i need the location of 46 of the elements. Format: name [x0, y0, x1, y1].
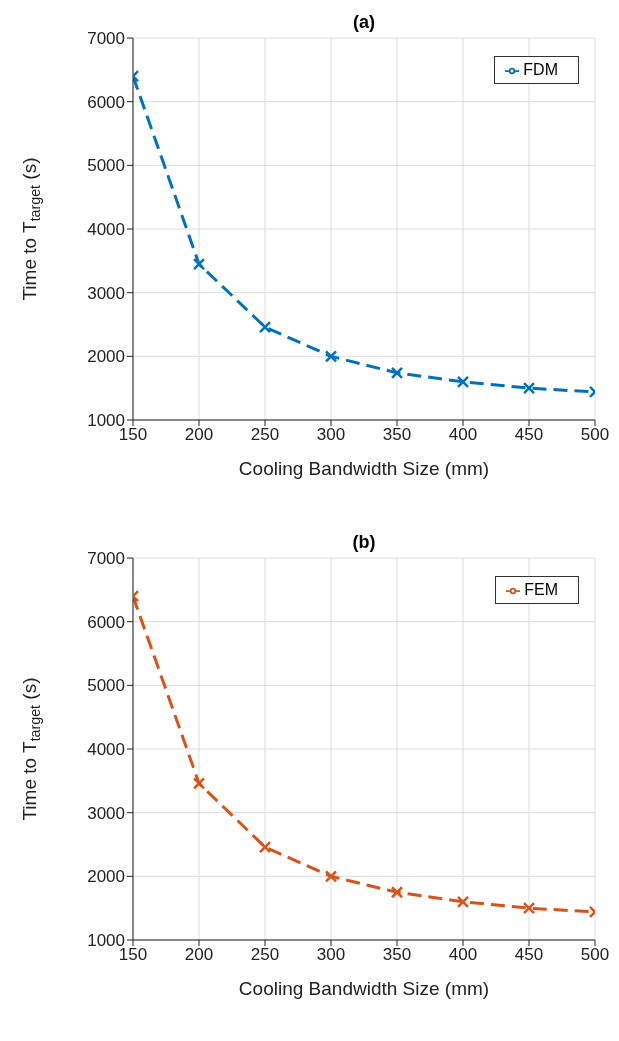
- x-tick-label: 400: [448, 425, 478, 445]
- x-tick-label: 300: [316, 425, 346, 445]
- x-tick-label: 250: [250, 945, 280, 965]
- x-tick-label: 150: [118, 425, 148, 445]
- x-tick-label: 200: [184, 425, 214, 445]
- point: [324, 870, 338, 883]
- y-tick-label: 3000: [87, 803, 125, 823]
- y-tick-label: 6000: [87, 92, 125, 112]
- point: [522, 901, 536, 915]
- x-tick-label: 300: [316, 945, 346, 965]
- x-tick-label: 450: [514, 425, 544, 445]
- point: [522, 381, 536, 395]
- y-tick-label: 6000: [87, 612, 125, 632]
- legend-label: FDM: [523, 61, 558, 78]
- chart-title: (a): [353, 12, 375, 32]
- point: [390, 366, 404, 380]
- x-tick-label: 250: [250, 425, 280, 445]
- x-tick-label: 500: [580, 425, 610, 445]
- point: [324, 350, 338, 363]
- x-tick-label: 500: [580, 945, 610, 965]
- point: [456, 895, 470, 909]
- x-tick-label: 450: [514, 945, 544, 965]
- x-tick-label: 400: [448, 945, 478, 965]
- chart-title: (b): [352, 532, 376, 552]
- x-axis-title: Cooling Bandwidth Size (mm): [238, 458, 490, 479]
- y-tick-label: 7000: [87, 29, 125, 49]
- y-tick-label: 3000: [87, 283, 125, 303]
- y-tick-label: 7000: [87, 549, 125, 569]
- point: [390, 886, 404, 899]
- point: [192, 777, 206, 790]
- x-tick-label: 350: [382, 945, 412, 965]
- point: [258, 840, 272, 854]
- point: [258, 320, 272, 334]
- y-tick-label: 4000: [87, 220, 125, 240]
- point: [192, 257, 206, 271]
- y-tick-label: 2000: [87, 867, 125, 887]
- legend-label: FEM: [524, 581, 558, 598]
- y-tick-label: 4000: [87, 740, 125, 760]
- x-axis-title: Cooling Bandwidth Size (mm): [238, 978, 490, 999]
- y-tick-label: 2000: [87, 347, 125, 367]
- y-tick-label: 5000: [87, 156, 125, 176]
- x-tick-label: 350: [382, 425, 412, 445]
- y-tick-label: 5000: [87, 676, 125, 696]
- point: [456, 375, 470, 389]
- x-tick-label: 200: [184, 945, 214, 965]
- x-tick-label: 150: [118, 945, 148, 965]
